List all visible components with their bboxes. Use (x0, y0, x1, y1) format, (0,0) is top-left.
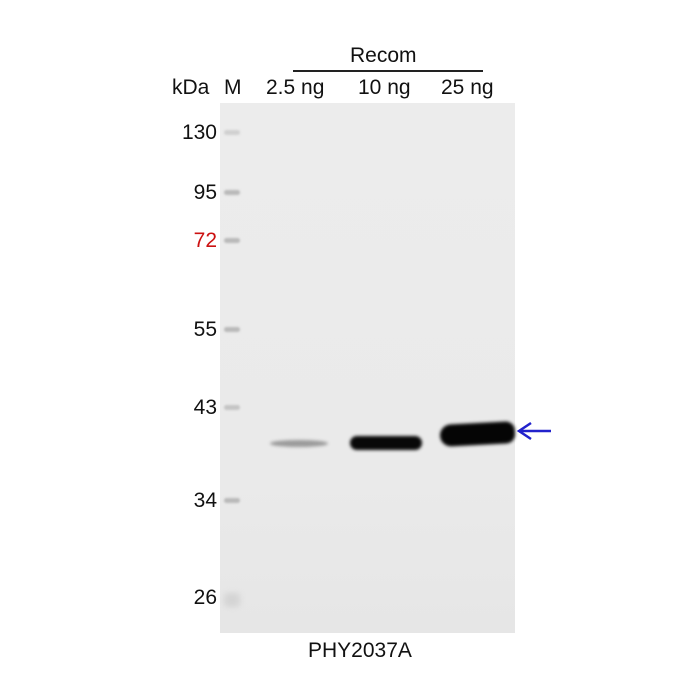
mw-label: 55 (193, 318, 217, 341)
lane-label: 10 ng (358, 76, 411, 99)
protein-band-10ng (350, 436, 422, 450)
mw-label: 34 (193, 489, 217, 512)
mw-label: 43 (193, 396, 217, 419)
protein-band-25ng (439, 421, 516, 447)
left-arrow-icon (516, 421, 551, 441)
lane-label: 25 ng (441, 76, 494, 99)
blot-membrane (220, 103, 516, 633)
marker-band (224, 190, 240, 195)
protein-band-2.5ng (270, 440, 328, 447)
group-bracket-line (293, 70, 483, 72)
mw-label: 72 (193, 229, 217, 252)
marker-band (224, 593, 240, 607)
lane-label: 2.5 ng (266, 76, 325, 99)
kda-label: kDa (172, 76, 210, 99)
mw-label: 130 (181, 121, 217, 144)
group-label: Recom (350, 44, 417, 67)
marker-band (224, 498, 240, 503)
marker-band (224, 327, 240, 332)
mw-label: 26 (193, 586, 217, 609)
marker-band (224, 405, 240, 410)
marker-band (224, 238, 240, 243)
marker-lane-label: M (224, 76, 242, 99)
marker-band (224, 130, 240, 135)
figure-caption: PHY2037A (308, 639, 412, 662)
mw-label: 95 (193, 181, 217, 204)
